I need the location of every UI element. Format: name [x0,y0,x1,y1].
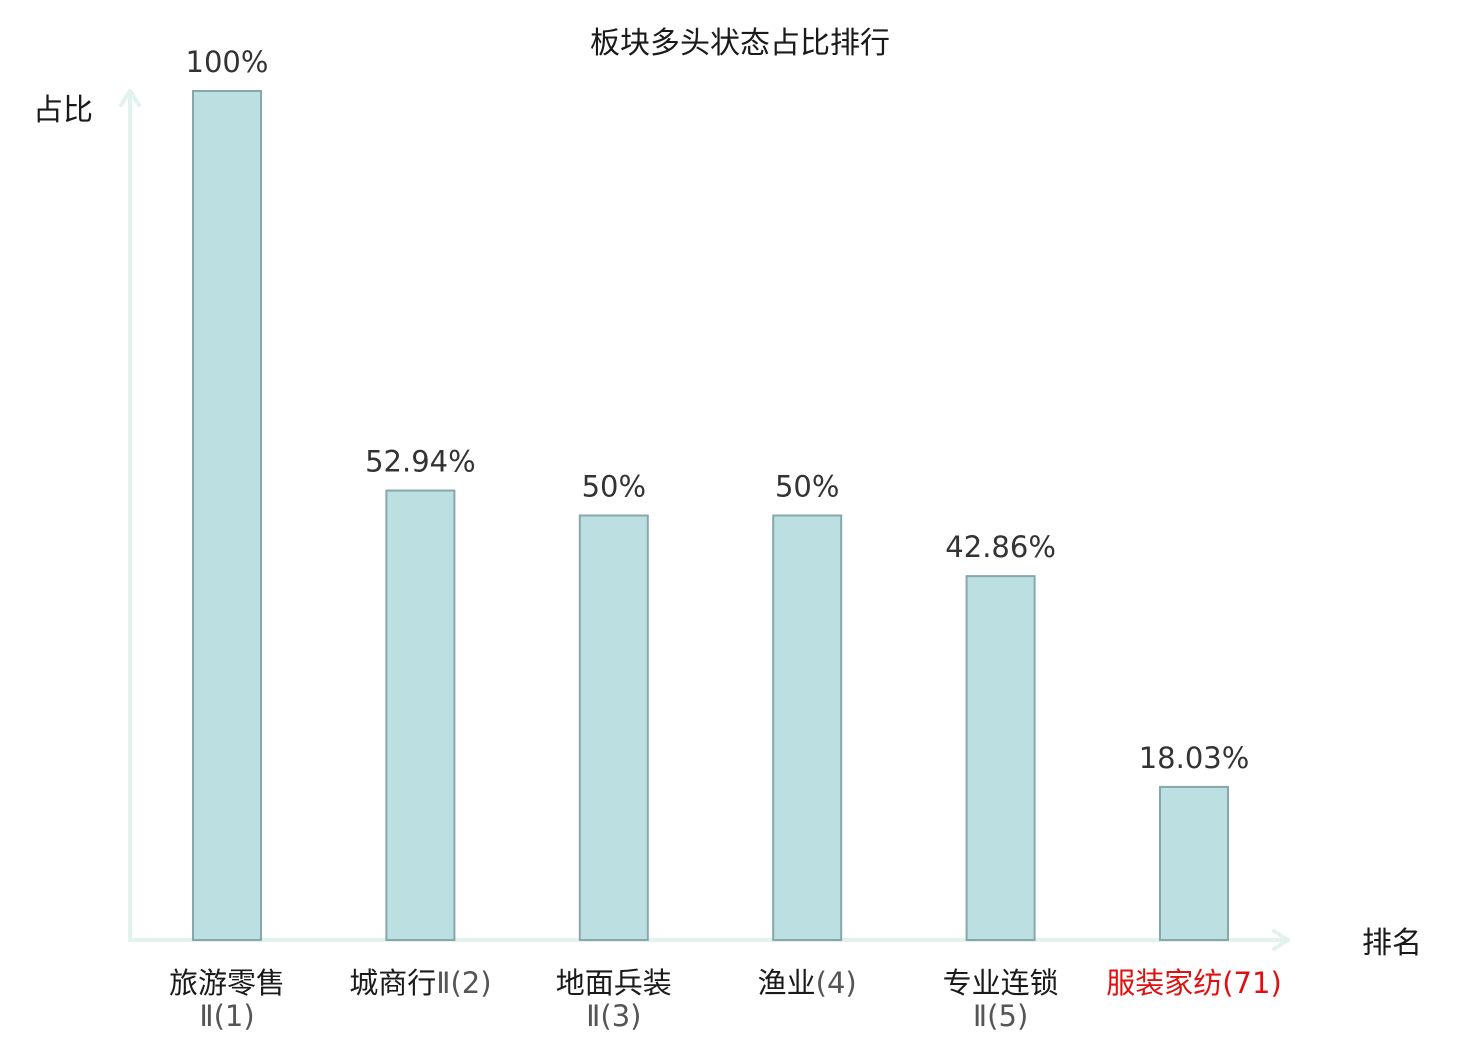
data-label: 18.03% [1139,741,1250,775]
x-axis-arrow-icon [1272,929,1290,951]
bar [385,489,456,941]
bar [772,514,843,941]
x-tick-label: 城商行Ⅱ(2) [349,966,491,1000]
bar [192,90,262,941]
x-tick-label: Ⅱ(1) [199,999,254,1033]
data-label: 42.86% [945,530,1056,564]
chart-title: 板块多头状态占比排行 [590,26,890,61]
x-tick-label: Ⅱ(3) [586,999,641,1033]
x-axis-label: 排名 [1362,926,1422,961]
y-axis-arrow-icon [119,89,141,107]
bars [192,90,1229,941]
value-labels: 100% 52.94% 50% 50% 42.86% 18.03% [186,45,1250,775]
x-tick-label: 服装家纺(71) [1106,966,1282,1000]
data-label: 50% [775,470,839,504]
x-tick-label: 旅游零售 [169,966,285,1000]
x-tick-label: 地面兵装 [556,966,672,1000]
data-label: 50% [582,470,646,504]
x-tick-label: 专业连锁 [943,966,1059,1000]
axes [119,89,1290,951]
x-tick-label: 渔业(4) [758,966,857,1000]
data-label: 52.94% [365,445,476,479]
y-axis-label: 占比 [33,93,93,128]
x-tick-label: Ⅱ(5) [973,999,1028,1033]
bar [578,514,649,941]
bar [1159,785,1229,941]
bar [965,575,1036,941]
data-label: 100% [186,45,269,79]
